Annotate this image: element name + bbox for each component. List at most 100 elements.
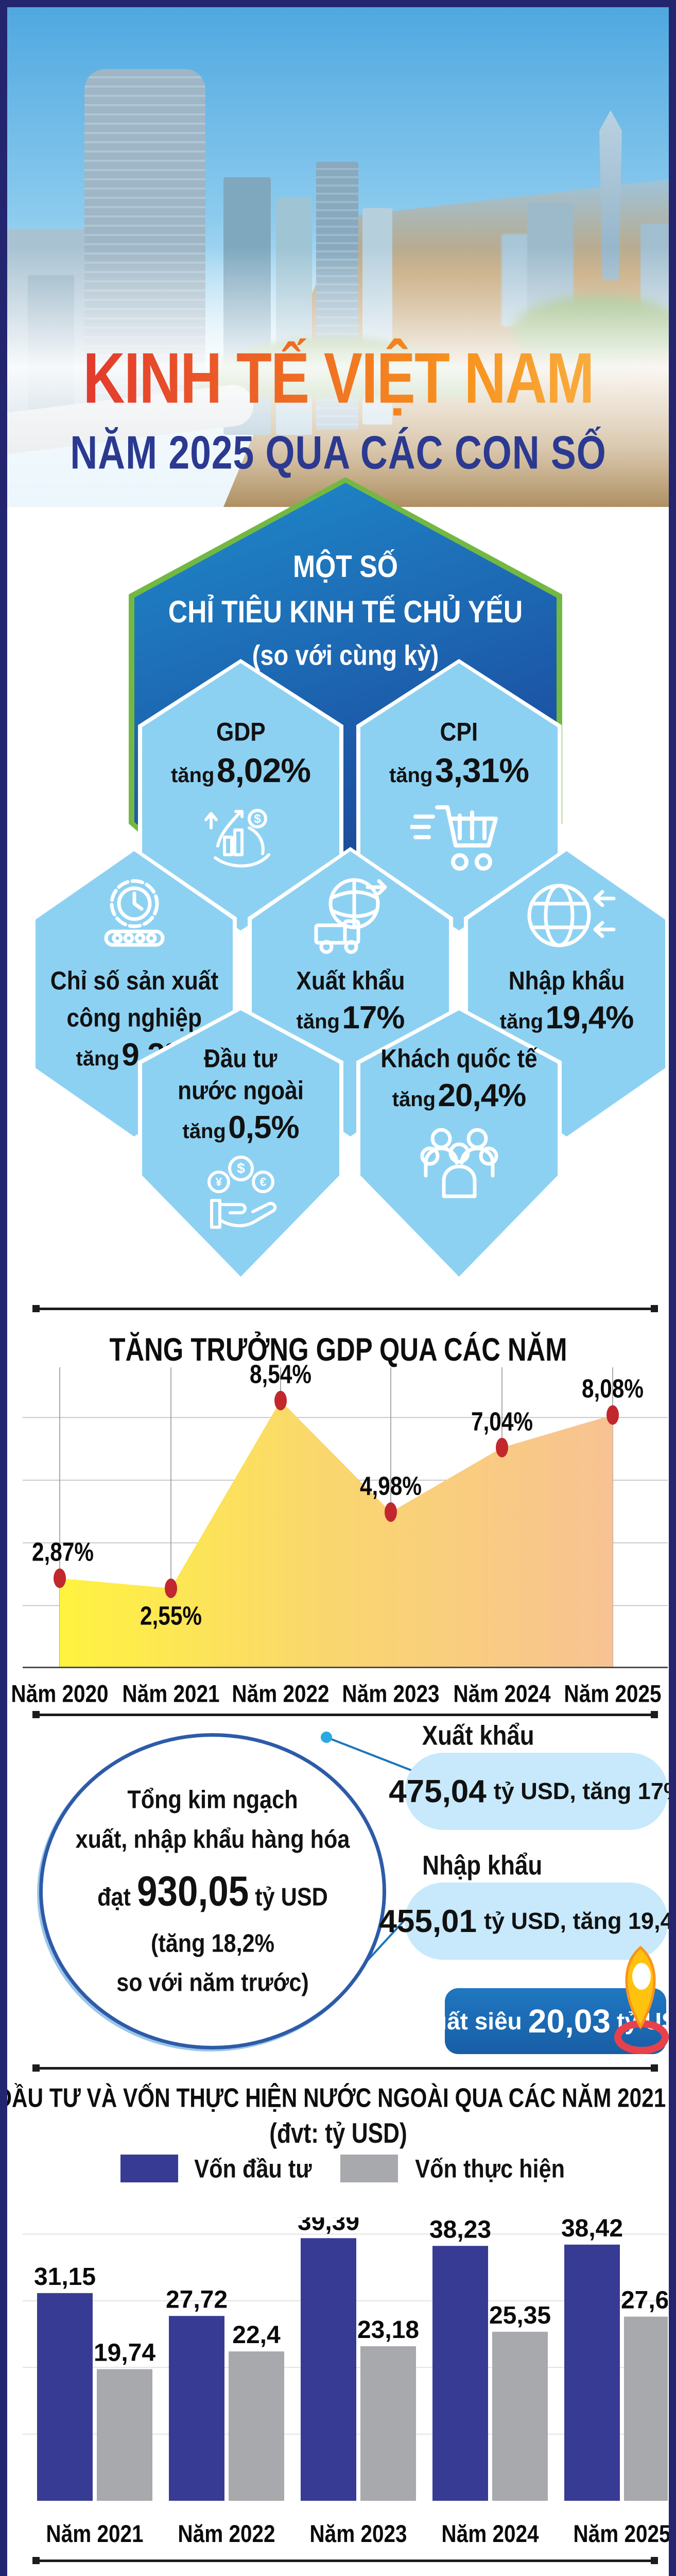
banner-line1: MỘT SỐ [293,549,398,584]
indicator-value-row: tăng 3,31% [389,751,529,790]
import-value: 455,01 [379,1903,477,1939]
data-point-label: 8,08% [581,1374,644,1404]
indicator-value: 0,5% [228,1110,299,1146]
axis-year-label: Năm 2025 [564,1680,662,1708]
fdi-chart-title: VỐN ĐẦU TƯ VÀ VỐN THỰC HIỆN NƯỚC NGOÀI Q… [0,2082,669,2113]
indicator-value-row: tăng 20,4% [392,1078,527,1114]
indicator-value-row: tăng 17% [296,1000,405,1036]
globe-export-truck-icon [302,872,400,959]
indicator-label: nước ngoài [178,1076,304,1105]
legend-label: Vốn đầu tư [194,2154,312,2183]
legend-swatch [120,2155,179,2182]
trade-circle-line1: Tổng kim ngạch [127,1785,298,1814]
indicator-hex-tourist: Khách quốc tế tăng 20,4% [356,1006,562,1281]
hand-coins-icon: $ ¥ € [192,1151,290,1239]
legend-label: Vốn thực hiện [415,2154,565,2183]
svg-text:$: $ [237,1160,245,1176]
trade-total-circle: Tổng kim ngạch xuất, nhập khẩu hàng hóa … [39,1733,386,2049]
svg-text:€: € [259,1175,266,1189]
svg-text:25,35: 25,35 [489,2302,551,2329]
indicator-label: Chỉ số sản xuất [50,965,218,995]
surplus-value: 20,03 [528,2003,611,2040]
growth-chart-icon: $ [200,797,282,874]
indicator-value-row: tăng 8,02% [170,751,311,790]
svg-text:22,4: 22,4 [232,2321,281,2349]
globe-import-arrows-icon [518,872,616,959]
axis-year-label: Năm 2023 [309,2519,407,2548]
section-divider [32,1305,658,1312]
svg-text:38,23: 38,23 [429,2217,491,2243]
section-divider [32,2064,658,2072]
export-rest: tỷ USD, tăng 17% [493,1778,676,1804]
trade-total-value: 930,05 [136,1867,249,1915]
svg-text:39,39: 39,39 [298,2217,359,2235]
data-point-label: 2,87% [31,1537,94,1567]
gdp-chart-x-axis: Năm 2020 Năm 2021 Năm 2022 Năm 2023 Năm 2024… [11,1680,668,1708]
axis-year-label: Năm 2020 [11,1680,109,1708]
export-value: 475,04 [389,1773,487,1809]
data-point-label: 8,54% [249,1359,312,1389]
indicator-value-row: tăng 19,4% [499,1000,634,1036]
indicator-value: 17% [342,1000,405,1036]
data-point-label: 2,55% [140,1601,202,1631]
trade-circle-note1: (tăng 18,2% [150,1928,275,1958]
legend-item: Vốn đầu tư [120,2154,316,2183]
indicator-label: Xuất khẩu [296,965,405,995]
export-label: Xuất khẩu [422,1721,534,1751]
indicator-label: Đầu tư [204,1043,278,1073]
data-point-label: 7,04% [471,1406,533,1436]
section-divider [32,1711,658,1718]
page-title: KINH TẾ VIỆT NAM [83,337,594,419]
indicator-label: công nghiệp [66,1003,202,1032]
indicator-label: CPI [440,717,478,747]
indicator-value: 3,31% [435,751,529,790]
svg-text:¥: ¥ [215,1175,222,1189]
trade-circle-note2: so với năm trước) [116,1968,309,1997]
banner-line2: CHỈ TIÊU KINH TẾ CHỦ YẾU [168,594,523,630]
fdi-bar-chart: 31,15 19,74 27,72 22,4 39,39 23,18 38,23 25,35 3… [23,2208,669,2501]
svg-text:23,18: 23,18 [357,2316,419,2344]
indicator-hex-fdi: Đầu tư nước ngoài tăng 0,5% $ ¥ € [138,1006,343,1281]
axis-year-label: Năm 2025 [573,2519,671,2548]
fdi-chart-unit: (đvt: tỷ USD) [269,2117,407,2149]
axis-year-label: Năm 2023 [342,1680,440,1708]
indicator-label: GDP [216,717,266,747]
data-point-label: 4,98% [359,1471,422,1501]
axis-year-label: Năm 2024 [441,2519,539,2548]
fdi-chart-x-axis: Năm 2021 Năm 2022 Năm 2023 Năm 2024 Năm 2025 [23,2519,671,2548]
banner-title: MỘT SỐ CHỈ TIÊU KINH TẾ CHỦ YẾU (so với … [142,544,549,675]
export-pill: 475,04 tỷ USD, tăng 17% [389,1753,669,1830]
svg-text:19,74: 19,74 [94,2340,155,2367]
hero-cityscape-photo [7,7,669,507]
svg-text:$: $ [254,812,261,826]
gdp-growth-area-chart: 2,87% 2,55% 8,54% 4,98% 7,04% 8,08% [23,1360,668,1668]
axis-year-label: Năm 2024 [453,1680,551,1708]
import-label: Nhập khẩu [422,1851,543,1881]
trade-circle-value: đạt 930,05 tỷ USD [97,1867,328,1915]
svg-text:27,72: 27,72 [166,2286,228,2313]
svg-text:27,62: 27,62 [621,2287,668,2314]
indicator-value-row: tăng 0,5% [182,1110,299,1146]
axis-year-label: Năm 2021 [122,1680,220,1708]
people-group-icon [410,1119,508,1207]
fdi-chart-legend: Vốn đầu tư Vốn thực hiện [7,2154,669,2183]
axis-year-label: Năm 2021 [46,2519,144,2548]
map-pin-icon [614,1945,669,2054]
page-subtitle: NĂM 2025 QUA CÁC CON SỐ [70,426,606,479]
banner-line3: (so với cùng kỳ) [252,639,439,671]
legend-swatch [340,2155,398,2182]
indicator-label: Nhập khẩu [508,965,625,995]
import-pill: 455,01 tỷ USD, tăng 19,4% [379,1883,669,1960]
indicator-value: 20,4% [438,1078,527,1114]
axis-year-label: Năm 2022 [232,1680,330,1708]
svg-text:31,15: 31,15 [34,2263,96,2291]
indicator-value: 8,02% [216,751,311,790]
axis-year-label: Năm 2022 [178,2519,275,2548]
shopping-cart-icon [409,797,508,879]
section-divider [32,2557,658,2564]
legend-item: Vốn thực hiện [340,2154,569,2183]
import-rest: tỷ USD, tăng 19,4% [484,1908,676,1934]
trade-circle-line2: xuất, nhập khẩu hàng hóa [75,1824,350,1854]
indicator-label: Khách quốc tế [380,1043,538,1073]
